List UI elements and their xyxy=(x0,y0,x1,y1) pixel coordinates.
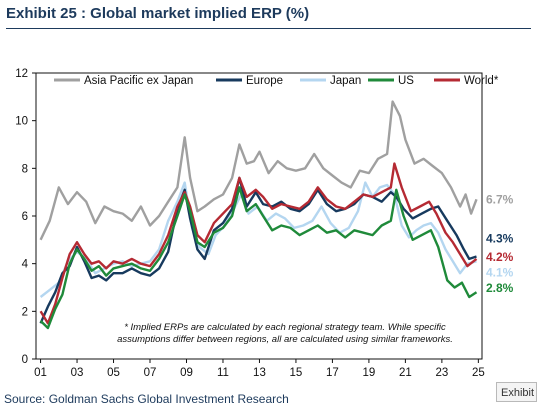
series-line-europe xyxy=(39,176,477,324)
end-label-world: 4.2% xyxy=(486,250,514,264)
series-line-world xyxy=(39,162,478,325)
series-line-asia-pacific-ex-japan xyxy=(39,100,478,241)
x-tick-label: 23 xyxy=(435,367,448,379)
title-divider xyxy=(6,28,531,29)
legend-label-us: US xyxy=(398,75,414,87)
end-label-japan: 4.1% xyxy=(486,266,514,280)
x-tick-label: 13 xyxy=(253,367,266,379)
exhibit-tab[interactable]: Exhibit 2 xyxy=(496,382,537,402)
y-tick-label: 2 xyxy=(22,306,28,318)
chart-footnote-line: * Implied ERPs are calculated by each re… xyxy=(124,322,446,333)
y-tick-label: 8 xyxy=(22,163,28,175)
y-tick-label: 12 xyxy=(15,68,28,80)
y-tick-label: 0 xyxy=(22,354,28,366)
end-label-us: 2.8% xyxy=(486,281,514,295)
x-tick-label: 21 xyxy=(399,367,412,379)
x-tick-label: 05 xyxy=(107,367,120,379)
y-tick-label: 4 xyxy=(22,259,29,271)
x-tick-label: 17 xyxy=(326,367,339,379)
source-note: Source: Goldman Sachs Global Investment … xyxy=(4,392,289,406)
legend-label-world: World* xyxy=(464,75,499,87)
end-label-europe: 4.3% xyxy=(486,232,514,246)
x-tick-label: 09 xyxy=(180,367,193,379)
series-line-us xyxy=(39,186,478,330)
y-tick-label: 6 xyxy=(22,211,28,223)
x-tick-label: 25 xyxy=(472,367,485,379)
legend-label-japan: Japan xyxy=(330,75,361,87)
x-tick-label: 11 xyxy=(217,367,229,379)
x-tick-label: 01 xyxy=(34,367,47,379)
x-tick-label: 15 xyxy=(290,367,303,379)
chart-footnote-line: assumptions differ between regions, all … xyxy=(117,334,453,345)
legend-label-europe: Europe xyxy=(246,75,283,87)
x-tick-label: 03 xyxy=(71,367,84,379)
legend-label-asia-pacific-ex-japan: Asia Pacific ex Japan xyxy=(84,75,193,87)
x-tick-label: 19 xyxy=(363,367,376,379)
chart-title: Exhibit 25 : Global market implied ERP (… xyxy=(6,5,310,22)
y-tick-label: 10 xyxy=(15,116,28,128)
end-label-asia-pacific-ex-japan: 6.7% xyxy=(486,192,514,206)
x-tick-label: 07 xyxy=(144,367,157,379)
